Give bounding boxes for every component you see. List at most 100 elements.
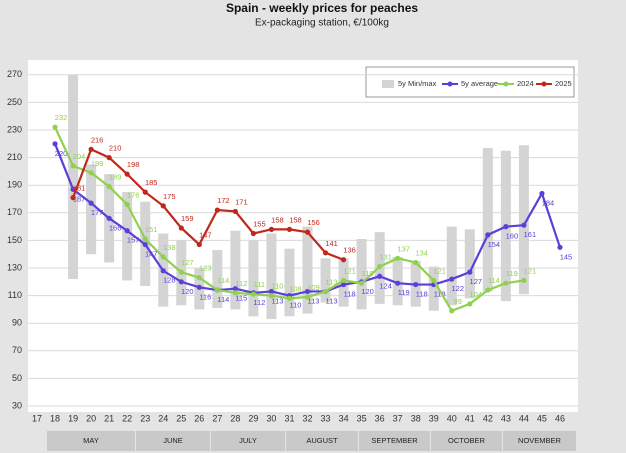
data-label: 189 (109, 173, 122, 182)
x-tick-label: 21 (104, 413, 114, 423)
data-label: 175 (163, 192, 176, 201)
series-point (340, 281, 347, 288)
series-point (250, 230, 257, 237)
data-label: 159 (181, 214, 194, 223)
series-point (160, 203, 166, 209)
data-label: 114 (488, 276, 500, 285)
legend-label: 5y average (461, 79, 498, 88)
data-label: 176 (127, 191, 140, 200)
x-tick-label: 33 (321, 413, 331, 423)
month-label: SEPTEMBER (371, 436, 418, 445)
data-label: 104 (470, 290, 483, 299)
x-tick-label: 46 (555, 413, 565, 423)
range-bar (446, 226, 457, 306)
series-point (449, 276, 455, 282)
data-label: 115 (235, 294, 247, 303)
x-tick-label: 35 (357, 413, 367, 423)
series-point (196, 241, 202, 248)
data-label: 145 (560, 252, 573, 261)
x-tick-label: 45 (537, 413, 547, 423)
y-tick-label: 170 (7, 207, 22, 217)
data-label: 122 (452, 284, 465, 293)
data-label: 118 (344, 290, 356, 299)
series-point (395, 255, 401, 261)
legend-swatch (382, 80, 394, 88)
data-label: 171 (235, 197, 248, 206)
range-bar (122, 192, 133, 281)
series-point (106, 215, 112, 221)
data-label: 151 (145, 225, 158, 234)
series-point (268, 293, 275, 299)
data-label: 199 (91, 159, 104, 168)
data-label: 110 (289, 301, 301, 310)
x-tick-label: 28 (230, 413, 240, 423)
data-label: 158 (289, 215, 302, 224)
data-label: 134 (415, 248, 428, 257)
data-label: 128 (163, 276, 176, 285)
data-label: 138 (163, 243, 176, 252)
range-bar (464, 229, 475, 299)
series-point (142, 241, 148, 248)
month-band (47, 431, 135, 451)
data-label: 127 (470, 277, 483, 286)
series-point (124, 171, 130, 177)
series-point (413, 259, 419, 266)
series-point (142, 189, 148, 195)
series-point (340, 277, 347, 284)
data-label: 158 (271, 215, 284, 224)
data-label: 161 (524, 230, 537, 239)
x-tick-label: 26 (194, 413, 204, 423)
series-point (286, 226, 293, 232)
series-point (557, 244, 563, 250)
y-tick-label: 210 (7, 152, 22, 162)
month-band (359, 431, 430, 451)
data-label: 124 (379, 281, 392, 290)
series-point (106, 155, 112, 161)
data-label: 232 (55, 113, 68, 122)
series-point (232, 286, 238, 292)
series-point (485, 287, 491, 293)
series-point (503, 280, 509, 286)
range-bar (266, 233, 277, 320)
chart-subtitle: Ex-packaging station, €/100kg (255, 18, 389, 29)
y-tick-label: 130 (7, 262, 22, 272)
data-label: 112 (235, 279, 247, 288)
series-point (340, 257, 347, 263)
x-tick-label: 43 (501, 413, 511, 423)
series-point (485, 232, 491, 238)
x-tick-label: 41 (465, 413, 475, 423)
data-label: 166 (109, 223, 122, 232)
month-label: JULY (239, 436, 257, 445)
x-tick-label: 20 (86, 413, 96, 423)
legend-marker (447, 81, 453, 87)
series-point (88, 170, 94, 176)
month-band (286, 431, 358, 451)
data-label: 187 (73, 194, 86, 203)
series-point (232, 290, 238, 296)
series-point (70, 186, 76, 192)
data-label: 123 (199, 264, 212, 273)
y-tick-label: 150 (7, 235, 22, 245)
y-tick-label: 250 (7, 97, 22, 107)
series-point (322, 250, 329, 256)
data-label: 113 (326, 277, 338, 286)
y-tick-label: 230 (7, 124, 22, 134)
range-bar (212, 250, 223, 309)
data-label: 119 (398, 288, 410, 297)
data-label: 177 (91, 208, 104, 217)
series-point (70, 163, 76, 169)
data-label: 109 (307, 283, 320, 292)
series-point (304, 294, 311, 300)
series-point (268, 226, 275, 232)
y-tick-label: 90 (12, 318, 22, 328)
series-point (521, 277, 527, 284)
series-point (467, 301, 473, 307)
series-point (413, 281, 419, 288)
series-point (449, 308, 455, 314)
series-point (322, 288, 329, 295)
y-tick-label: 70 (12, 345, 22, 355)
x-tick-label: 36 (375, 413, 385, 423)
data-label: 99 (454, 297, 462, 306)
data-label: 114 (217, 295, 229, 304)
